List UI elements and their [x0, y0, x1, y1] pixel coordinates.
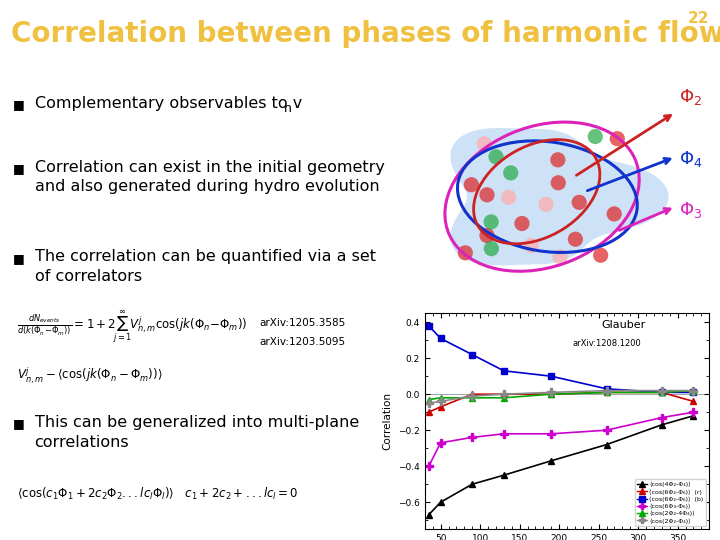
Point: [490, 152, 502, 161]
Point: [485, 244, 497, 253]
Point: [608, 210, 620, 218]
Text: ■: ■: [13, 252, 24, 265]
Y-axis label: Correlation: Correlation: [382, 392, 392, 450]
Point: [503, 193, 514, 201]
Text: ■: ■: [13, 98, 24, 111]
Point: [485, 218, 497, 226]
Text: $V_{n,m}^{j} - \langle\cos(jk(\Phi_n - \Phi_m))\rangle$: $V_{n,m}^{j} - \langle\cos(jk(\Phi_n - \…: [17, 365, 163, 386]
Point: [552, 156, 564, 164]
Point: [459, 248, 471, 257]
Text: arXiv:1203.5095: arXiv:1203.5095: [259, 337, 346, 347]
Text: Complementary observables to v: Complementary observables to v: [35, 96, 302, 111]
Point: [573, 198, 585, 207]
Text: arXiv:1208.1200: arXiv:1208.1200: [572, 339, 642, 348]
Text: $\Phi_2$: $\Phi_2$: [679, 87, 702, 107]
Text: Glauber: Glauber: [601, 320, 645, 330]
Point: [554, 253, 566, 261]
Text: Correlation between phases of harmonic flow: Correlation between phases of harmonic f…: [11, 20, 720, 48]
Text: $\langle\cos(c_1\Phi_1 + 2c_2\Phi_2...lc_l\Phi_l)\rangle$   $c_1+2c_2+...lc_l=0$: $\langle\cos(c_1\Phi_1 + 2c_2\Phi_2...lc…: [17, 485, 299, 502]
Legend: ⟨cos(4Φ₂-Φ₄)⟩, ⟨cos(6Φ₂-Φ₆)⟩  (r), ⟨cos(6Φ₂-Φ₆)⟩  (b), ⟨cos(6Φ₃-Φ₆)⟩, ⟨cos(2Φ₂-4: ⟨cos(4Φ₂-Φ₄)⟩, ⟨cos(6Φ₂-Φ₆)⟩ (r), ⟨cos(6…: [635, 480, 706, 526]
Point: [466, 180, 477, 189]
Text: $\Phi_3$: $\Phi_3$: [679, 200, 702, 220]
Text: ■: ■: [13, 162, 24, 175]
Point: [611, 134, 623, 143]
Text: n: n: [284, 102, 292, 114]
Text: 22: 22: [688, 11, 709, 26]
Point: [552, 178, 564, 187]
Text: ■: ■: [13, 417, 24, 430]
Text: Correlation can exist in the initial geometry
and also generated during hydro ev: Correlation can exist in the initial geo…: [35, 160, 384, 194]
Point: [516, 219, 528, 228]
Point: [570, 235, 581, 244]
Text: arXiv:1205.3585: arXiv:1205.3585: [259, 318, 346, 328]
PathPatch shape: [451, 128, 669, 265]
Point: [540, 200, 552, 209]
Point: [479, 139, 490, 148]
Point: [481, 231, 492, 240]
Point: [590, 132, 601, 141]
Text: $\Phi_4$: $\Phi_4$: [679, 149, 702, 169]
Point: [481, 191, 492, 199]
Text: The correlation can be quantified via a set
of correlators: The correlation can be quantified via a …: [35, 249, 376, 284]
Point: [526, 241, 537, 250]
Text: This can be generalized into multi-plane
correlations: This can be generalized into multi-plane…: [35, 415, 359, 450]
Point: [505, 168, 516, 177]
Point: [595, 251, 606, 260]
Text: $\frac{dN_{events}}{d(k(\Phi_n\!-\!\Phi_m))} = 1+2\!\sum_{j=1}^{\infty}\! V_{n,m: $\frac{dN_{events}}{d(k(\Phi_n\!-\!\Phi_…: [17, 308, 248, 345]
